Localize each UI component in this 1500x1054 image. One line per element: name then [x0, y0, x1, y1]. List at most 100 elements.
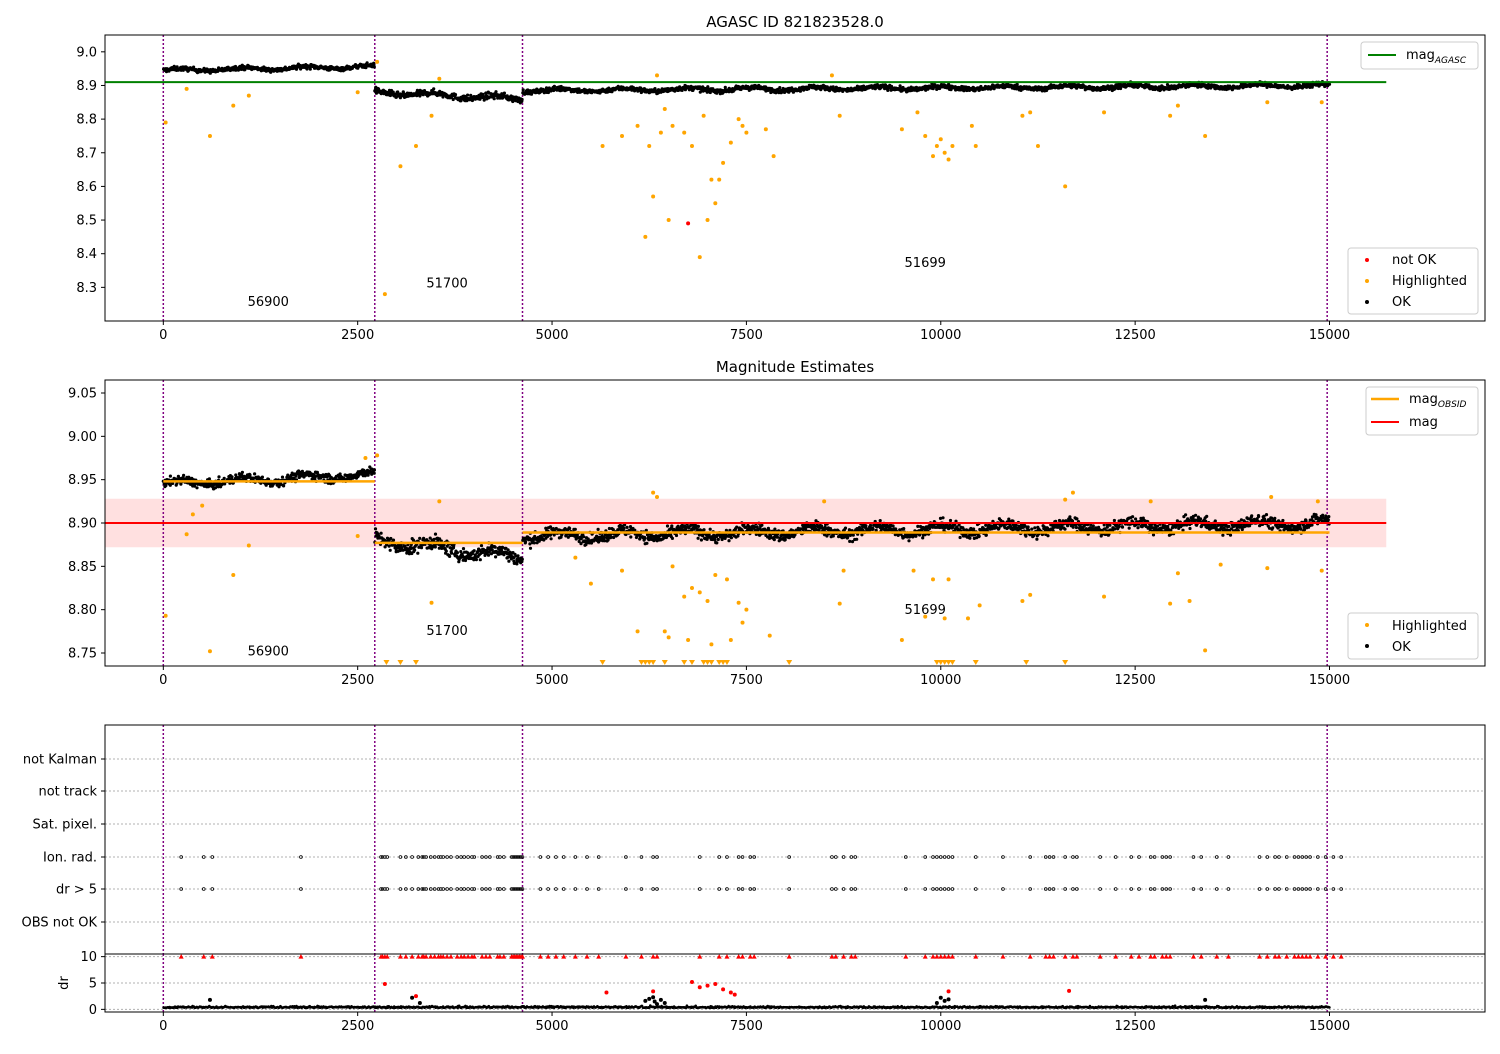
agasc-highlighted-point	[900, 127, 904, 131]
magnitude-ok-point	[959, 536, 962, 539]
magnitude-ok-point	[1063, 528, 1066, 531]
magnitude-ok-point	[1128, 527, 1131, 530]
magnitude-ok-point	[388, 545, 391, 548]
agasc-highlighted-point	[1176, 104, 1180, 108]
agasc-highlighted-point	[970, 124, 974, 128]
magnitude-ok-point	[698, 533, 701, 536]
magnitude-ok-point	[622, 527, 625, 530]
agasc-highlighted-point	[430, 114, 434, 118]
magnitude-ok-point	[697, 525, 700, 528]
agasc-highlighted-point	[923, 134, 927, 138]
magnitude-ok-point	[169, 475, 172, 478]
agasc-ok-point	[366, 61, 369, 64]
agasc-highlighted-point	[655, 73, 659, 77]
magnitude-ok-point	[507, 560, 510, 563]
magnitude-ok-point	[844, 527, 847, 530]
agasc-legend-points: not OK Highlighted OK	[1348, 248, 1478, 314]
magnitude-ok-point	[182, 474, 185, 477]
magnitude-ok-point	[1199, 517, 1202, 520]
magnitude-ok-point	[521, 558, 524, 561]
magnitude-ok-point	[1046, 534, 1049, 537]
agasc-xtick-label: 15000	[1309, 328, 1350, 343]
agasc-obsid-label: 51699	[905, 256, 946, 271]
agasc-legend-mag: magAGASC	[1361, 42, 1478, 69]
agasc-title: AGASC ID 821823528.0	[706, 13, 884, 31]
magnitude-ok-point	[760, 524, 763, 527]
agasc-ok-point	[522, 88, 525, 91]
magnitude-ok-point	[574, 528, 577, 531]
agasc-highlighted-point	[437, 77, 441, 81]
magnitude-ok-point	[907, 539, 910, 542]
magnitude-ok-point	[1108, 524, 1111, 527]
agasc-ok-point	[503, 92, 506, 95]
magnitude-ok-point	[217, 475, 220, 478]
agasc-highlighted-point	[663, 107, 667, 111]
magnitude-ok-point	[645, 542, 648, 545]
magnitude-ok-point	[433, 538, 436, 541]
magnitude-ok-point	[727, 539, 730, 542]
agasc-highlighted-point	[706, 218, 710, 222]
magnitude-ok-point	[1068, 515, 1071, 518]
magnitude-ok-point	[281, 476, 284, 479]
magnitude-ok-point	[568, 527, 571, 530]
agasc-highlighted-point	[737, 117, 741, 121]
magnitude-ok-point	[675, 534, 678, 537]
magnitude-ok-point	[494, 555, 497, 558]
agasc-ok-point	[494, 90, 497, 93]
agasc-highlighted-point	[1063, 184, 1067, 188]
agasc-ok-point	[553, 85, 556, 88]
agasc-highlighted-point	[939, 137, 943, 141]
magnitude-ok-point	[1075, 526, 1078, 529]
agasc-ok-point	[778, 86, 781, 89]
agasc-highlighted-point	[247, 94, 251, 98]
agasc-highlighted-point	[1168, 114, 1172, 118]
magnitude-ok-point	[1184, 513, 1187, 516]
magnitude-ok-point	[597, 528, 600, 531]
magnitude-ok-point	[921, 536, 924, 539]
agasc-highlighted-point	[671, 124, 675, 128]
agasc-ytick-label: 8.3	[76, 281, 97, 296]
agasc-xtick-label: 10000	[920, 328, 961, 343]
magnitude-ok-point	[670, 524, 673, 527]
agasc-highlighted-point	[947, 157, 951, 161]
magnitude-ok-point	[1221, 534, 1224, 537]
magnitude-ok-point	[380, 532, 383, 535]
agasc-ytick-label: 8.7	[76, 146, 97, 161]
agasc-highlighted-point	[838, 114, 842, 118]
magnitude-ok-point	[1033, 526, 1036, 529]
agasc-ok-point	[1016, 83, 1019, 86]
magnitude-ok-point	[392, 539, 395, 542]
magnitude-ok-point	[1113, 527, 1116, 530]
agasc-ok-point	[1328, 83, 1331, 86]
magnitude-ok-point	[629, 535, 632, 538]
magnitude-ok-point	[473, 549, 476, 552]
magnitude-ok-point	[848, 540, 851, 543]
magnitude-ok-point	[434, 533, 437, 536]
magnitude-ok-point	[949, 519, 952, 522]
magnitude-ok-point	[968, 537, 971, 540]
magnitude-ok-point	[374, 527, 377, 530]
magnitude-ok-point	[871, 528, 874, 531]
magnitude-ok-point	[1075, 517, 1078, 520]
agasc-highlighted-point	[601, 144, 605, 148]
magnitude-ok-point	[416, 552, 419, 555]
agasc-not-ok-point	[686, 221, 690, 225]
magnitude-ok-point	[697, 537, 700, 540]
agasc-xtick-label: 7500	[730, 328, 763, 343]
agasc-ytick-label: 8.9	[76, 79, 97, 94]
agasc-highlighted-point	[950, 144, 954, 148]
magnitude-ok-point	[475, 558, 478, 561]
magnitude-ok-point	[978, 535, 981, 538]
agasc-highlighted-point	[208, 134, 212, 138]
magnitude-ok-point	[1188, 527, 1191, 530]
agasc-highlighted-point	[1320, 100, 1324, 104]
magnitude-ok-point	[1027, 529, 1030, 532]
magnitude-ok-point	[248, 473, 251, 476]
agasc-highlighted-point	[698, 255, 702, 259]
agasc-highlighted-point	[974, 144, 978, 148]
magnitude-ok-point	[494, 546, 497, 549]
magnitude-ok-point	[666, 524, 669, 527]
